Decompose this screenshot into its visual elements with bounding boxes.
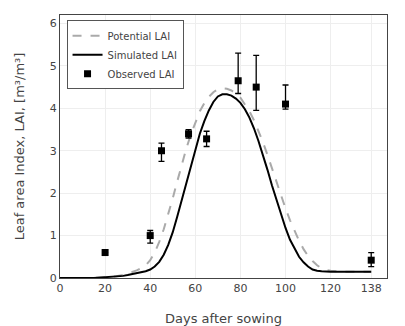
svg-text:0: 0 <box>57 282 64 295</box>
svg-text:Observed LAI: Observed LAI <box>108 69 175 80</box>
svg-text:20: 20 <box>98 282 112 295</box>
svg-text:120: 120 <box>320 282 341 295</box>
svg-text:138: 138 <box>361 282 382 295</box>
svg-text:0: 0 <box>50 272 57 285</box>
svg-text:1: 1 <box>50 229 57 242</box>
svg-text:5: 5 <box>50 60 57 73</box>
svg-text:100: 100 <box>275 282 296 295</box>
svg-text:80: 80 <box>233 282 247 295</box>
svg-text:Simulated LAI: Simulated LAI <box>108 50 177 61</box>
svg-text:6: 6 <box>50 17 57 30</box>
svg-text:Leaf area Index, LAI, [m³/m³]: Leaf area Index, LAI, [m³/m³] <box>12 53 27 241</box>
svg-text:Days after sowing: Days after sowing <box>165 311 282 326</box>
svg-text:60: 60 <box>188 282 202 295</box>
svg-text:2: 2 <box>50 187 57 200</box>
svg-text:4: 4 <box>50 102 57 115</box>
svg-text:40: 40 <box>143 282 157 295</box>
svg-text:3: 3 <box>50 145 57 158</box>
svg-text:Potential LAI: Potential LAI <box>108 31 171 42</box>
